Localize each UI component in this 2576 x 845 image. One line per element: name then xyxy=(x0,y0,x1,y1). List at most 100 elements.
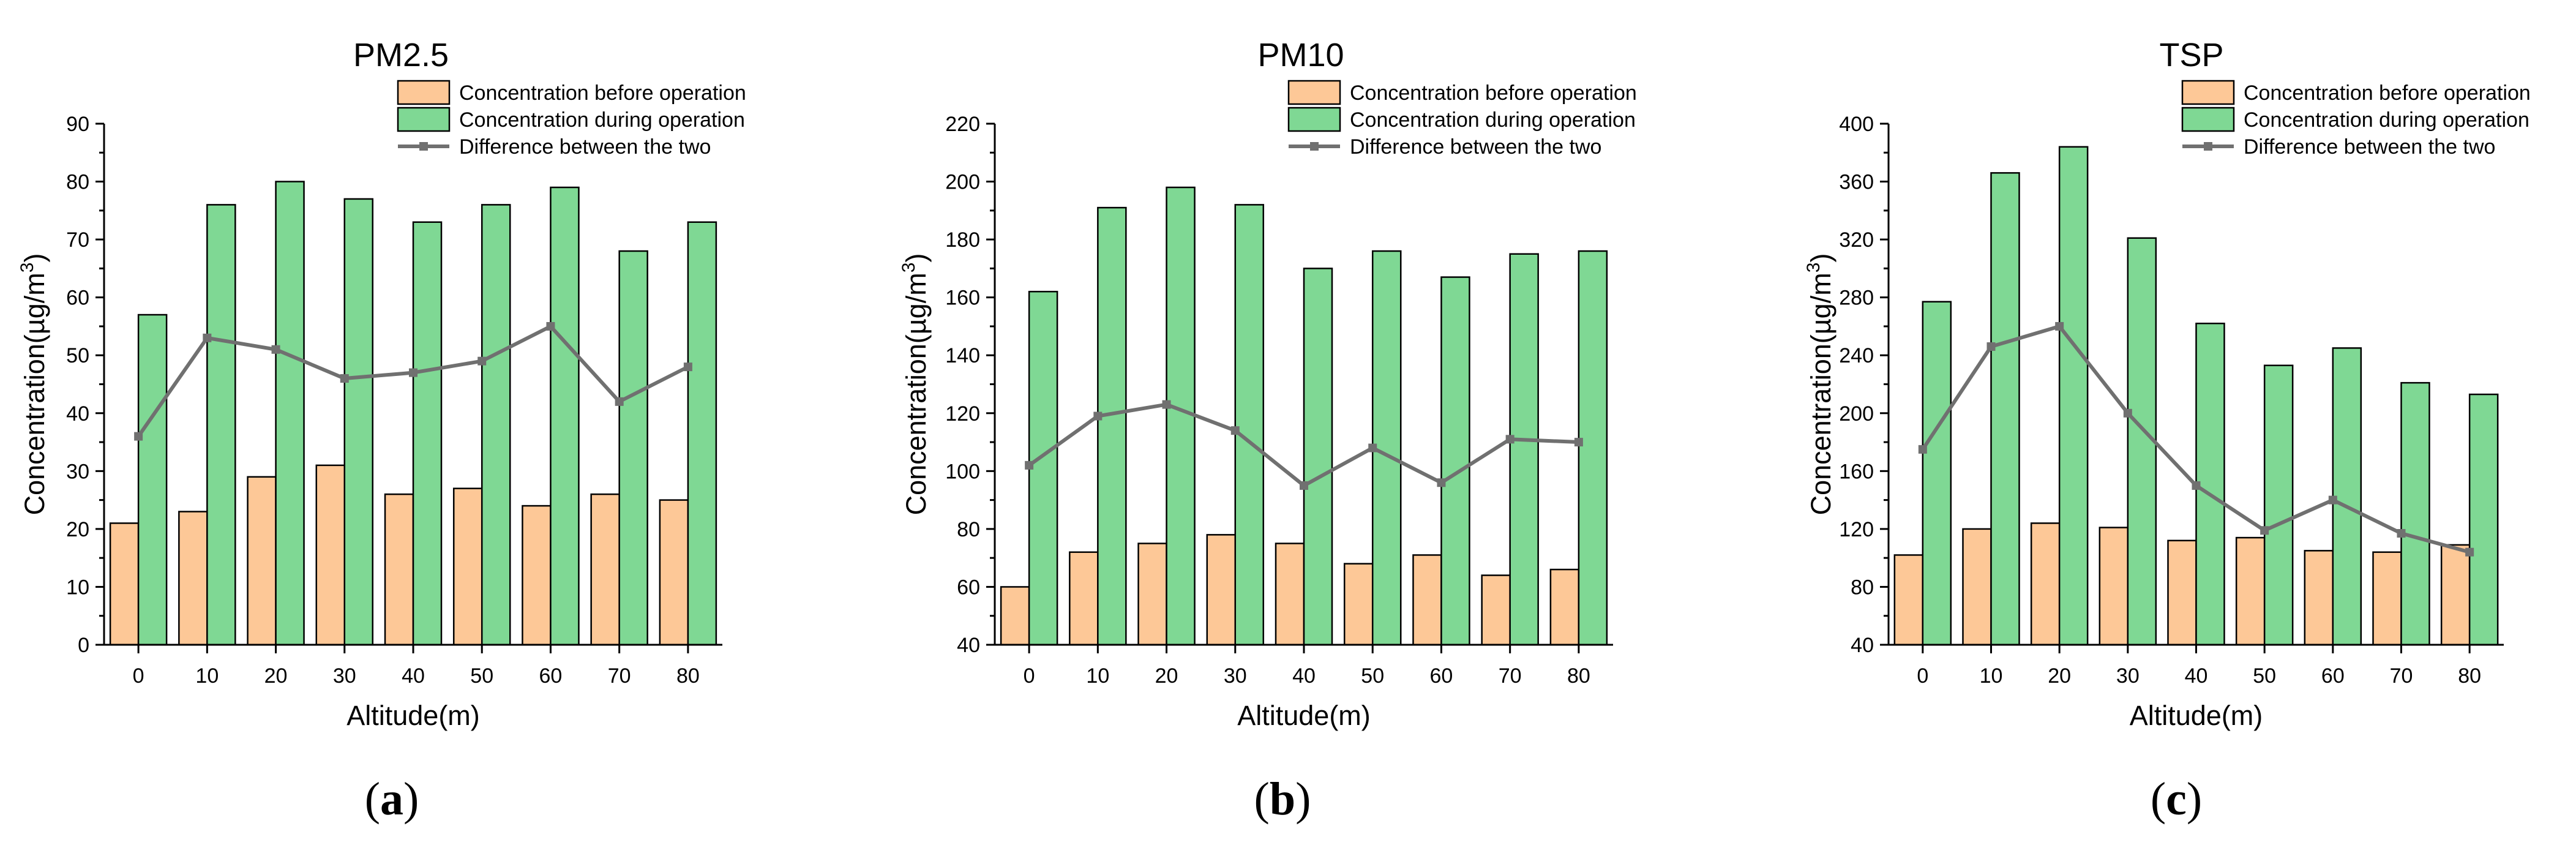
bar-before xyxy=(315,464,346,646)
x-tick-label: 10 xyxy=(1086,664,1109,688)
x-axis-label: Altitude(m) xyxy=(346,700,480,731)
x-tick-label: 50 xyxy=(470,664,493,688)
legend-marker xyxy=(1310,142,1319,151)
bar-during xyxy=(1509,253,1539,646)
difference-point xyxy=(546,321,555,331)
x-tick-label: 50 xyxy=(1361,664,1384,688)
difference-point xyxy=(1574,438,1583,447)
bar-before xyxy=(2440,544,2471,646)
chart-title: TSP xyxy=(2159,37,2223,73)
x-tick-label: 80 xyxy=(1567,664,1590,688)
bar-during xyxy=(1922,301,1952,646)
x-tick-label: 60 xyxy=(539,664,563,688)
bar-before xyxy=(2304,550,2334,646)
difference-point xyxy=(2465,547,2474,557)
bar-before xyxy=(1481,574,1511,646)
y-tick-label: 140 xyxy=(945,344,980,367)
x-tick-label: 30 xyxy=(1224,664,1247,688)
bar-before xyxy=(1206,534,1237,646)
difference-point xyxy=(340,374,349,383)
y-tick-label: 50 xyxy=(66,344,89,367)
bar-before xyxy=(2235,536,2266,646)
difference-point xyxy=(1230,426,1240,435)
x-tick-label: 60 xyxy=(1430,664,1453,688)
bar-before xyxy=(1893,554,1924,646)
x-tick-label: 10 xyxy=(1980,664,2003,688)
difference-point xyxy=(2260,526,2269,535)
x-tick-label: 20 xyxy=(264,664,288,688)
y-tick-label: 90 xyxy=(66,113,89,136)
bar-before xyxy=(522,505,552,646)
y-axis-label: Concentration(µg/m3) xyxy=(1803,254,1837,516)
legend-swatch xyxy=(397,80,451,105)
difference-point xyxy=(1093,411,1103,421)
y-tick-label: 80 xyxy=(957,518,980,541)
bar-during xyxy=(481,204,511,646)
bar-before xyxy=(2099,527,2129,646)
y-tick-label: 320 xyxy=(1839,228,1874,252)
difference-point xyxy=(1162,400,1171,409)
bar-before xyxy=(1000,586,1030,646)
y-tick-label: 400 xyxy=(1839,113,1874,136)
legend-label: Concentration before operation xyxy=(459,81,746,105)
subfigure-caption: (a) xyxy=(365,773,419,825)
y-tick-label: 280 xyxy=(1839,287,1874,310)
x-tick-label: 60 xyxy=(2321,664,2345,688)
legend-label: Concentration before operation xyxy=(1350,81,1637,105)
difference-point xyxy=(683,362,692,372)
legend-marker xyxy=(2204,142,2212,151)
x-tick-label: 40 xyxy=(2185,664,2208,688)
difference-point xyxy=(1918,445,1927,454)
bar-during xyxy=(687,221,717,646)
x-tick-label: 10 xyxy=(195,664,219,688)
bar-before xyxy=(1549,568,1580,646)
bar-during xyxy=(2263,364,2294,646)
y-tick-label: 160 xyxy=(945,287,980,310)
y-tick-label: 40 xyxy=(1851,634,1874,657)
bar-during xyxy=(1578,250,1608,646)
y-tick-label: 180 xyxy=(945,228,980,252)
x-tick-label: 0 xyxy=(1024,664,1035,688)
x-tick-label: 0 xyxy=(1917,664,1928,688)
bar-before xyxy=(2372,551,2402,646)
x-tick-label: 0 xyxy=(133,664,144,688)
bar-during xyxy=(206,204,236,646)
y-tick-label: 40 xyxy=(66,402,89,426)
legend-label: Difference between the two xyxy=(2244,135,2495,159)
difference-point xyxy=(477,356,487,366)
bar-during xyxy=(2400,381,2430,646)
y-tick-label: 70 xyxy=(66,228,89,252)
x-tick-label: 80 xyxy=(676,664,700,688)
y-tick-label: 20 xyxy=(66,518,89,541)
legend-label: Concentration during operation xyxy=(2244,108,2529,132)
y-tick-label: 40 xyxy=(957,634,980,657)
x-tick-label: 30 xyxy=(333,664,356,688)
bar-during xyxy=(2058,146,2089,646)
bar-before xyxy=(247,476,277,646)
x-tick-label: 70 xyxy=(1499,664,1522,688)
chart-tsp: 40 80 120 160 200 240 280 320 360 400 0 10 20 30 40 50 6… xyxy=(1803,37,2531,825)
subfigure-caption: (b) xyxy=(1254,773,1311,825)
difference-point xyxy=(1437,478,1446,487)
difference-point xyxy=(1368,443,1377,453)
difference-point xyxy=(2397,528,2406,538)
x-axis-label: Altitude(m) xyxy=(2130,700,2263,731)
y-axis-label: Concentration(µg/m3) xyxy=(17,254,50,516)
bar-during xyxy=(343,198,374,646)
bar-during xyxy=(2332,347,2362,646)
difference-point xyxy=(1986,342,1996,351)
subfigure-caption: (c) xyxy=(2151,773,2202,825)
y-tick-label: 80 xyxy=(66,171,89,194)
difference-point xyxy=(1300,481,1308,490)
bar-during xyxy=(275,181,305,646)
legend-swatch xyxy=(2181,107,2235,132)
y-axis-label: Concentration(µg/m3) xyxy=(899,254,932,516)
bar-during xyxy=(2127,237,2157,646)
y-tick-label: 80 xyxy=(1851,576,1874,599)
legend-swatch xyxy=(2181,80,2235,105)
difference-point xyxy=(615,397,624,406)
legend-swatch xyxy=(1287,107,1341,132)
difference-point xyxy=(1505,435,1515,444)
x-tick-label: 20 xyxy=(1155,664,1178,688)
